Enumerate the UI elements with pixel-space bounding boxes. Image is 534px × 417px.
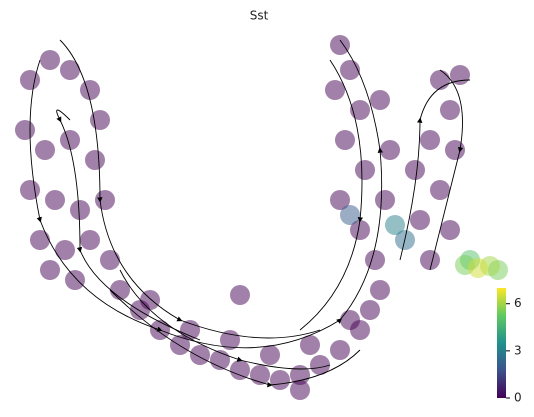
point (70, 200, 90, 220)
point (290, 380, 310, 400)
colorbar-tick-label: 6 (514, 296, 522, 310)
point (468, 258, 488, 278)
point (20, 180, 40, 200)
colorbar-tick-label: 3 (514, 343, 522, 357)
point (250, 365, 270, 385)
point (445, 140, 465, 160)
point (45, 190, 65, 210)
colorbar (497, 288, 506, 398)
point (370, 280, 390, 300)
point (180, 320, 200, 340)
point (60, 60, 80, 80)
point (35, 140, 55, 160)
point (340, 310, 360, 330)
point (370, 90, 390, 110)
point (355, 160, 375, 180)
point (420, 130, 440, 150)
point (420, 250, 440, 270)
chart-title: Sst (250, 9, 269, 23)
point (65, 270, 85, 290)
point (190, 345, 210, 365)
point (300, 335, 320, 355)
point (375, 190, 395, 210)
point (330, 35, 350, 55)
point (40, 50, 60, 70)
point (260, 345, 280, 365)
point (440, 220, 460, 240)
point (410, 210, 430, 230)
point (310, 355, 330, 375)
point (350, 100, 370, 120)
point (30, 230, 50, 250)
point (40, 260, 60, 280)
points (15, 35, 508, 400)
streamlines (29, 39, 471, 388)
point (80, 80, 100, 100)
point (385, 215, 405, 235)
point (85, 150, 105, 170)
point (270, 370, 290, 390)
colorbar-ticks: 0 3 6 (506, 296, 522, 405)
point (100, 250, 120, 270)
point (15, 120, 35, 140)
point (365, 250, 385, 270)
point (230, 285, 250, 305)
point (230, 360, 250, 380)
point (335, 130, 355, 150)
point (360, 300, 380, 320)
point (405, 160, 425, 180)
point (170, 335, 190, 355)
point (440, 100, 460, 120)
point (20, 70, 40, 90)
point (140, 290, 160, 310)
point (290, 365, 310, 385)
point (380, 140, 400, 160)
point (340, 60, 360, 80)
point (55, 240, 75, 260)
point (80, 230, 100, 250)
point (330, 340, 350, 360)
point (95, 190, 115, 210)
point (430, 180, 450, 200)
point (325, 80, 345, 100)
point (340, 205, 360, 225)
colorbar-tick-label: 0 (514, 391, 522, 405)
point (430, 70, 450, 90)
